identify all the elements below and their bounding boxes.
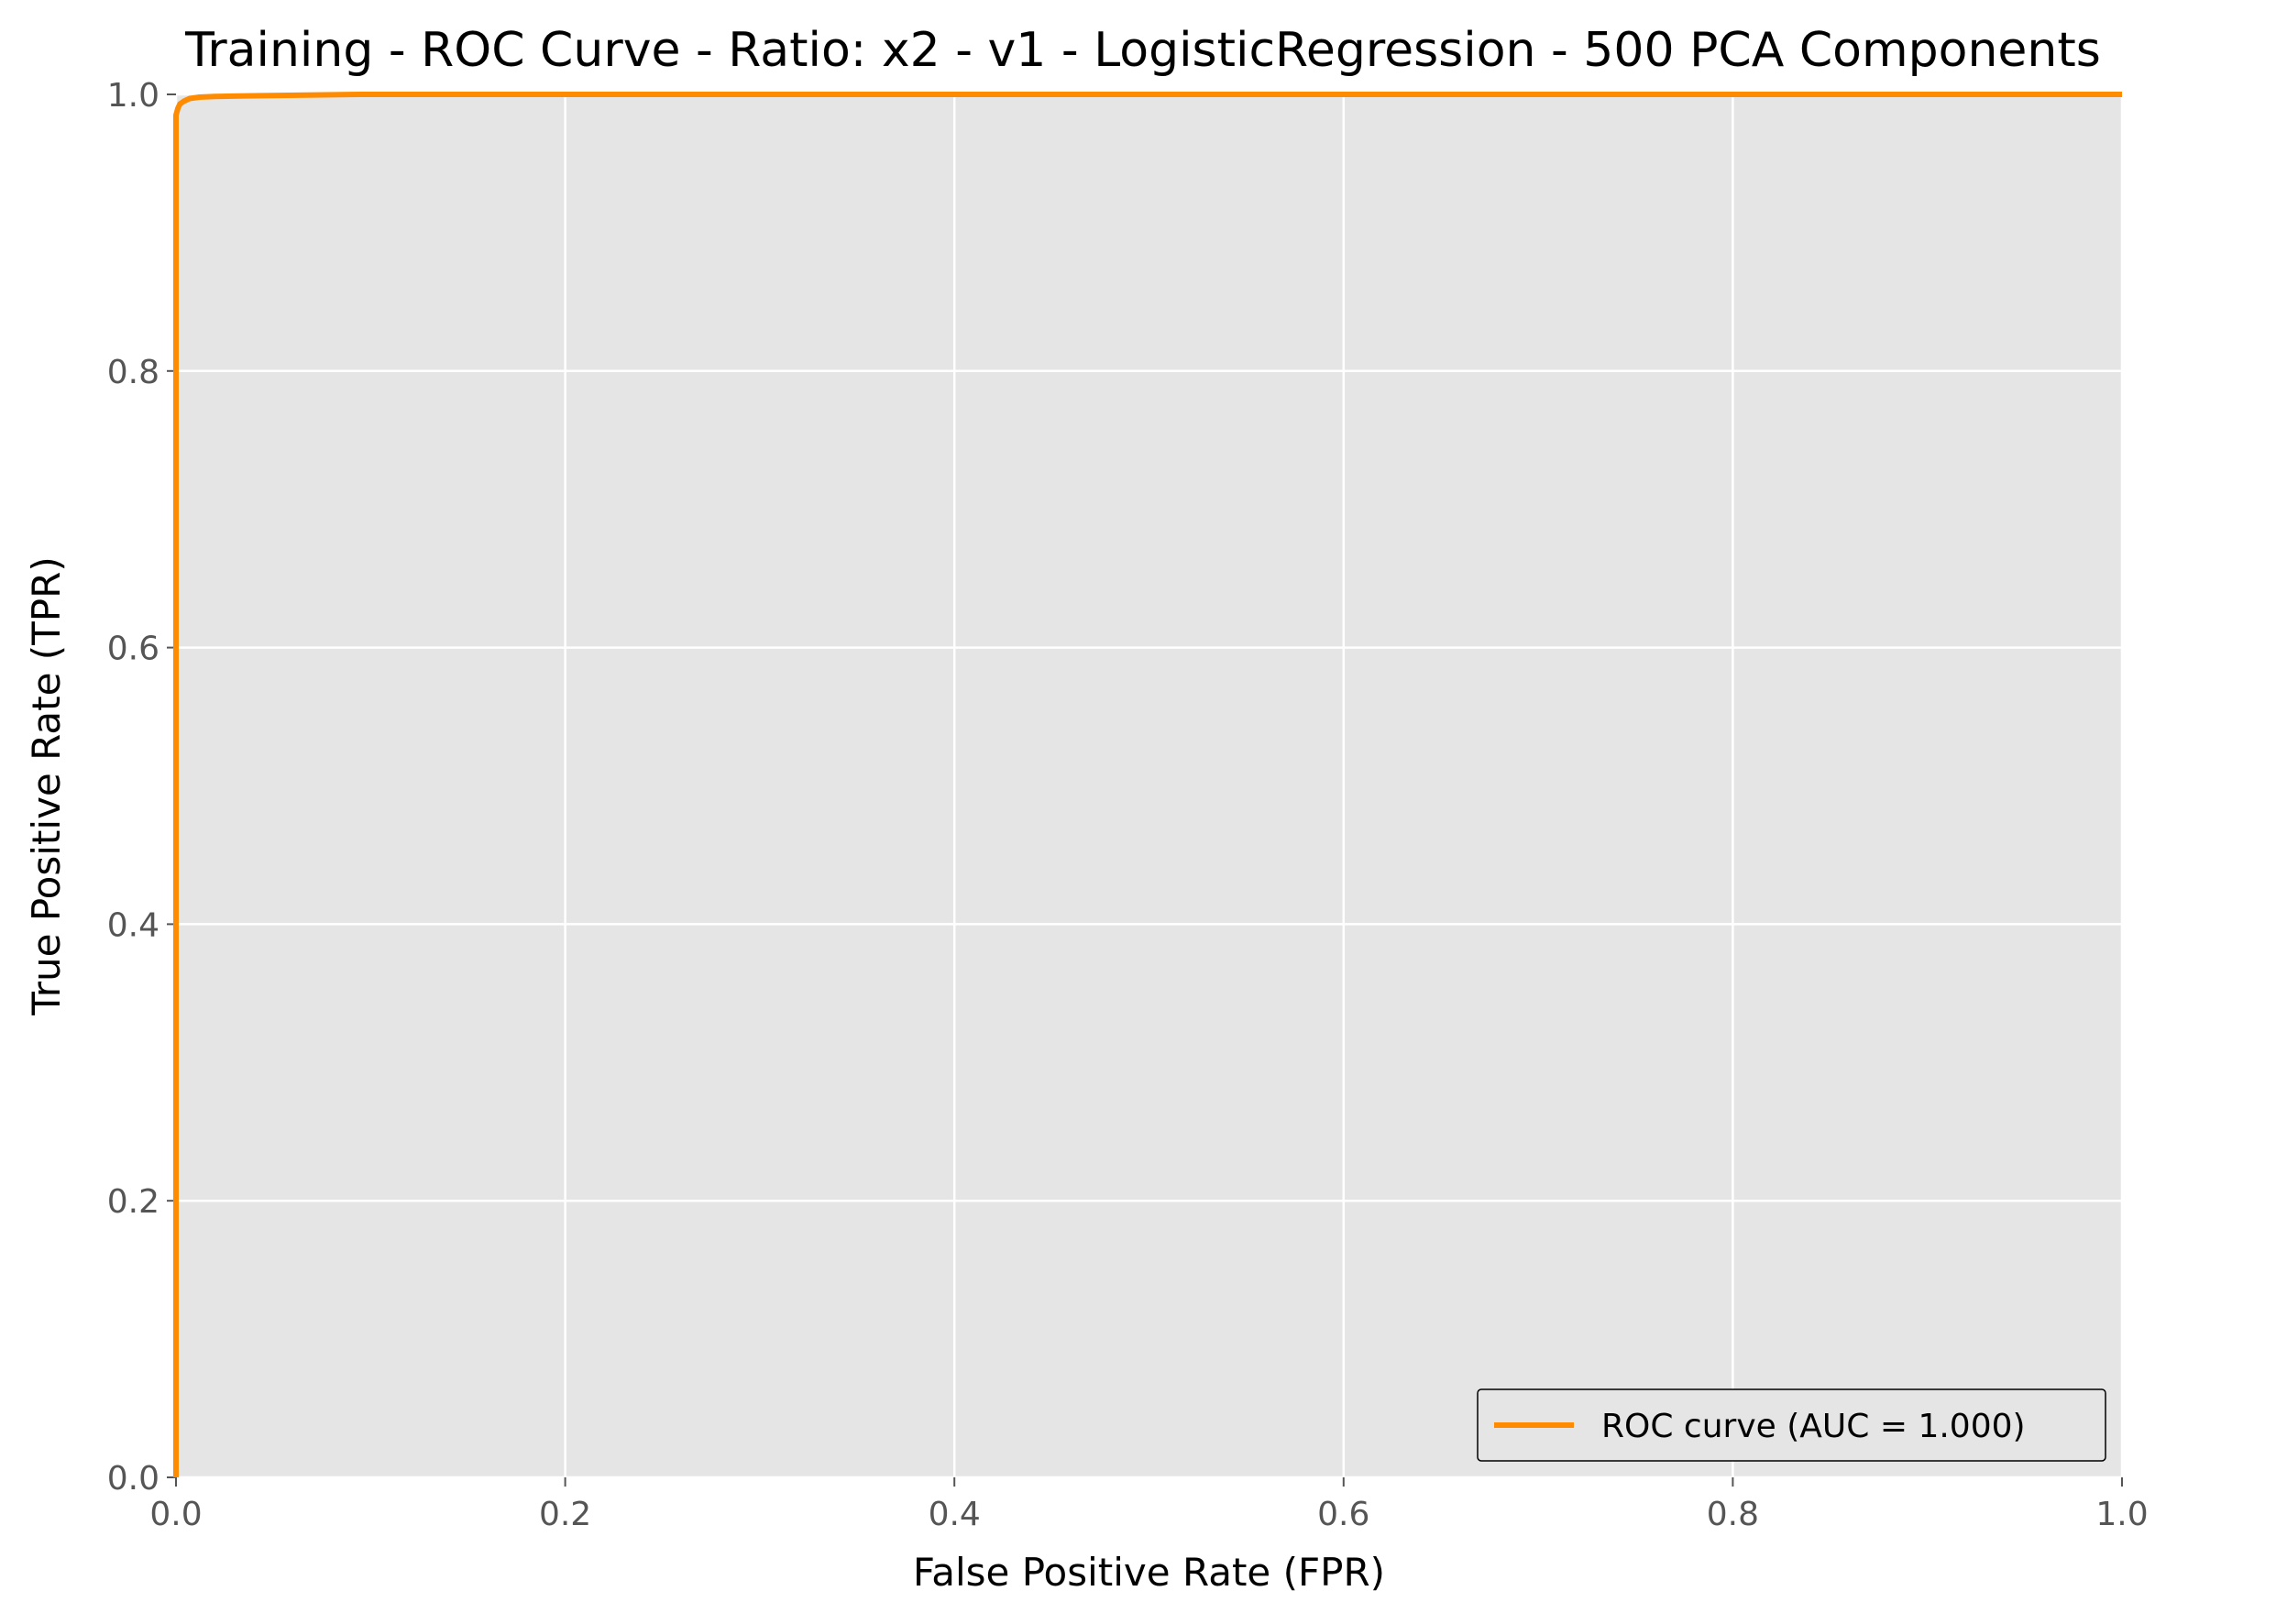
legend-label: ROC curve (AUC = 1.000) bbox=[1601, 1408, 2026, 1445]
series-layer bbox=[173, 92, 2122, 1477]
plot-area bbox=[176, 94, 2122, 1477]
y-tick-label: 0.2 bbox=[107, 1183, 159, 1221]
y-tick-label: 0.6 bbox=[107, 631, 159, 668]
grid-lines bbox=[174, 93, 2124, 1479]
x-tick-label: 0.4 bbox=[929, 1496, 981, 1533]
x-tick-label: 1.0 bbox=[2095, 1496, 2148, 1533]
x-tick-label: 0.2 bbox=[539, 1496, 591, 1533]
x-tick-label: 0.0 bbox=[149, 1496, 202, 1533]
y-tick-label: 0.4 bbox=[107, 906, 159, 944]
x-tick-label: 0.6 bbox=[1317, 1496, 1369, 1533]
y-tick-label: 0.0 bbox=[107, 1460, 159, 1498]
legend-box bbox=[1477, 1388, 2106, 1462]
y-tick-label: 0.8 bbox=[107, 354, 159, 391]
roc-curve-line bbox=[173, 92, 2122, 1477]
x-axis-label: False Positive Rate (FPR) bbox=[913, 1550, 1385, 1595]
x-axis-ticks: 0.0 0.2 0.4 0.6 0.8 1.0 bbox=[149, 1477, 2149, 1533]
chart-title: Training - ROC Curve - Ratio: x2 - v1 - … bbox=[184, 23, 2101, 78]
y-axis-label: True Positive Rate (TPR) bbox=[24, 556, 69, 1015]
y-axis-ticks: 0.0 0.2 0.4 0.6 0.8 1.0 bbox=[107, 77, 176, 1498]
y-tick-label: 1.0 bbox=[107, 77, 159, 115]
legend: ROC curve (AUC = 1.000) bbox=[1477, 1388, 2106, 1462]
x-tick-label: 0.8 bbox=[1707, 1496, 1759, 1533]
